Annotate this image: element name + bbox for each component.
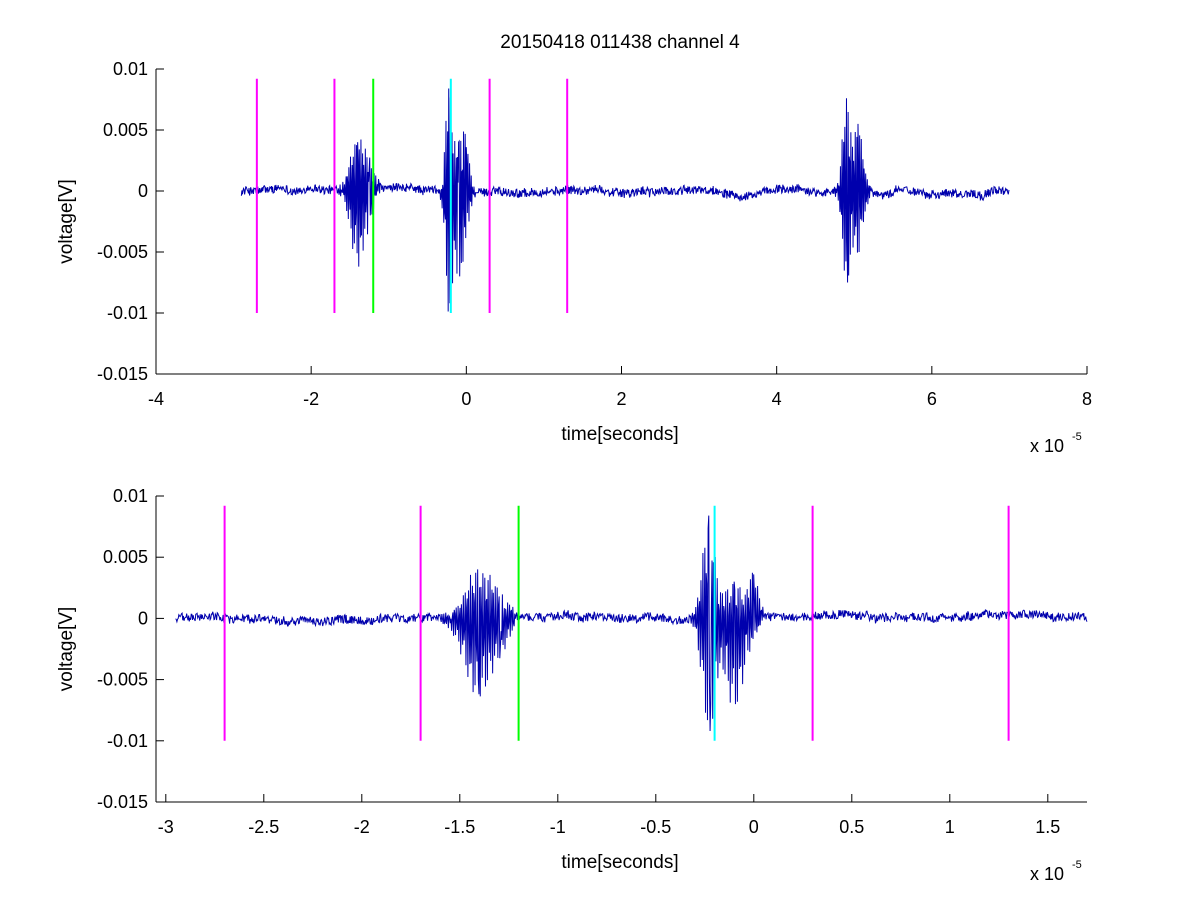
x-axis-label: time[seconds]: [561, 424, 678, 445]
y-tick-label: -0.01: [107, 303, 148, 323]
y-axis-label: voltage[V]: [56, 607, 77, 692]
bottom-plot: 0.01 0.005 0 -0.005 -0.01 -0.015 -3 -2.5 -2 -1.5 -…: [56, 486, 1088, 884]
top-plot: 0.01 0.005 0 -0.005 -0.01 -0.015-4 -2 0 2 4 6 8 time…: [56, 59, 1092, 456]
x-tick-label: -1: [550, 817, 566, 837]
x-tick-label: 6: [927, 389, 937, 409]
x-tick-label: 8: [1082, 389, 1092, 409]
y-tick-label: -0.015: [97, 792, 148, 812]
figure-title: 20150418 011438 channel 4: [500, 32, 740, 53]
x-exponent: -5: [1072, 431, 1082, 443]
x-tick-label: -2.5: [248, 817, 279, 837]
x-tick-label: -1.5: [444, 817, 475, 837]
y-tick-label: -0.005: [97, 242, 148, 262]
y-axis-label: voltage[V]: [56, 179, 77, 264]
x-tick-label: 0: [461, 389, 471, 409]
y-tick-label: -0.01: [107, 731, 148, 751]
x-tick-label: -2: [354, 817, 370, 837]
x-tick-label: 0.5: [839, 817, 864, 837]
y-tick-label: 0.01: [113, 486, 148, 506]
y-tick-label: 0: [138, 181, 148, 201]
y-tick-label: 0: [138, 608, 148, 628]
x-tick-label: -0.5: [640, 817, 671, 837]
y-tick-label: -0.005: [97, 670, 148, 690]
y-tick-label: 0.01: [113, 59, 148, 79]
x-axis-label: time[seconds]: [561, 852, 678, 873]
x-exponent-label: x 10: [1030, 436, 1064, 456]
y-tick-label: -0.015: [97, 364, 148, 384]
x-exponent: -5: [1072, 859, 1082, 871]
y-tick-label: 0.005: [103, 547, 148, 567]
x-tick-label: -3: [158, 817, 174, 837]
x-tick-label: 0: [749, 817, 759, 837]
x-tick-label: -4: [148, 389, 164, 409]
x-exponent-label: x 10: [1030, 864, 1064, 884]
x-tick-label: 4: [772, 389, 782, 409]
y-tick-label: 0.005: [103, 120, 148, 140]
x-tick-label: 1: [945, 817, 955, 837]
x-tick-label: 1.5: [1035, 817, 1060, 837]
signal-trace: [240, 88, 1010, 312]
x-tick-label: 2: [616, 389, 626, 409]
x-tick-label: -2: [303, 389, 319, 409]
signal-trace: [175, 515, 1088, 732]
